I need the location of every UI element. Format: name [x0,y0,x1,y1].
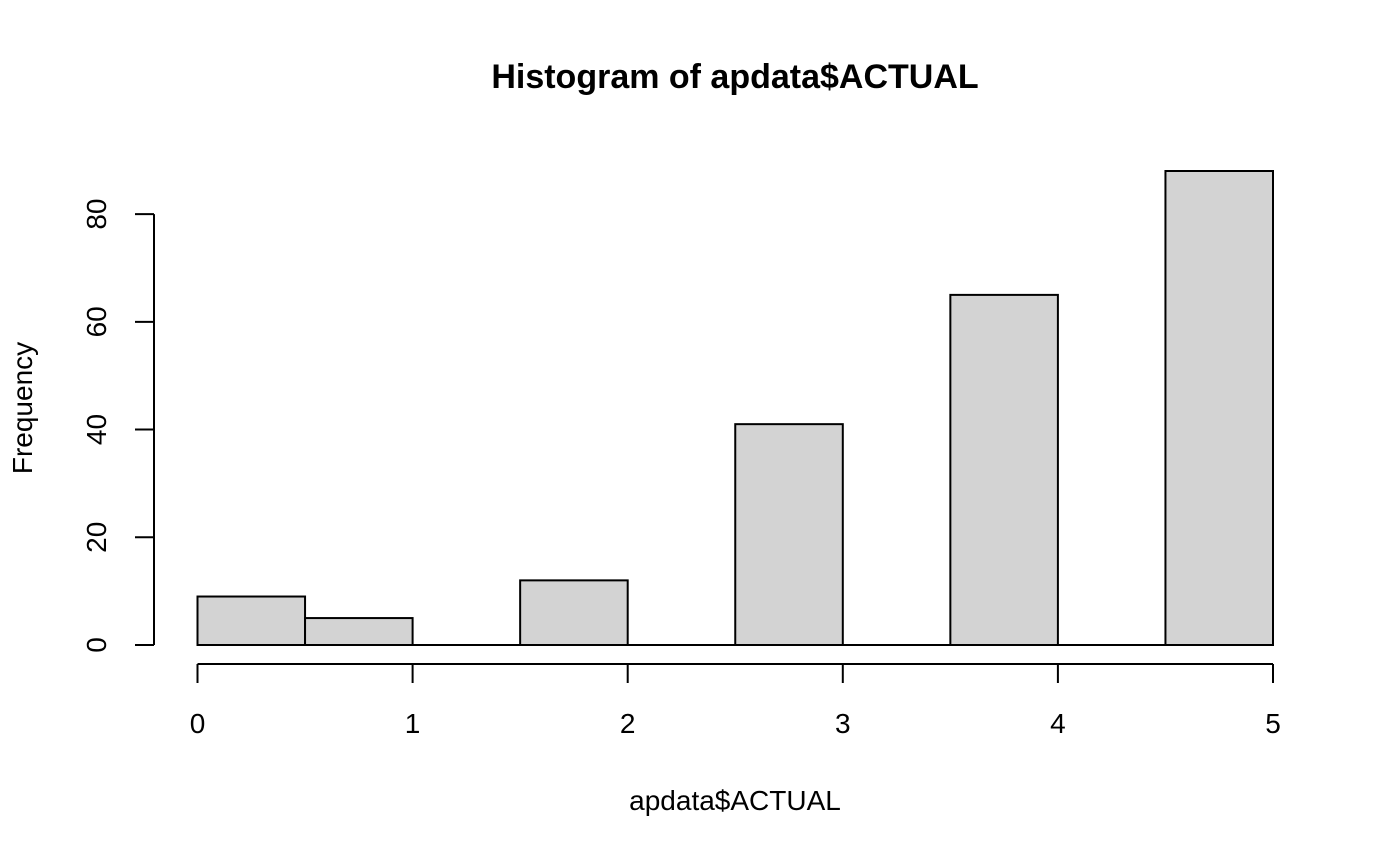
y-axis-label: Frequency [7,342,38,474]
x-tick-label: 2 [620,708,636,739]
x-axis-label: apdata$ACTUAL [629,785,841,816]
x-axis: 0 1 2 3 4 5 [190,663,1281,739]
x-tick-label: 3 [835,708,851,739]
y-tick-label: 40 [81,414,112,445]
y-tick-label: 80 [81,199,112,230]
histogram-bar [304,617,414,646]
histogram-bar [949,293,1059,646]
histogram-bar [734,423,844,646]
y-axis: 0 20 40 60 80 [81,199,155,653]
chart-title: Histogram of apdata$ACTUAL [491,58,978,96]
histogram-bar [1164,170,1274,646]
histogram-bar [196,595,307,646]
x-tick-label: 0 [190,708,206,739]
y-tick-label: 20 [81,522,112,553]
y-tick-label: 60 [81,306,112,337]
histogram-bar [519,579,629,647]
x-tick-label: 1 [405,708,421,739]
x-tick-label: 5 [1265,708,1281,739]
x-tick-label: 4 [1050,708,1066,739]
y-tick-label: 0 [81,637,112,653]
bars-group [196,170,1274,647]
